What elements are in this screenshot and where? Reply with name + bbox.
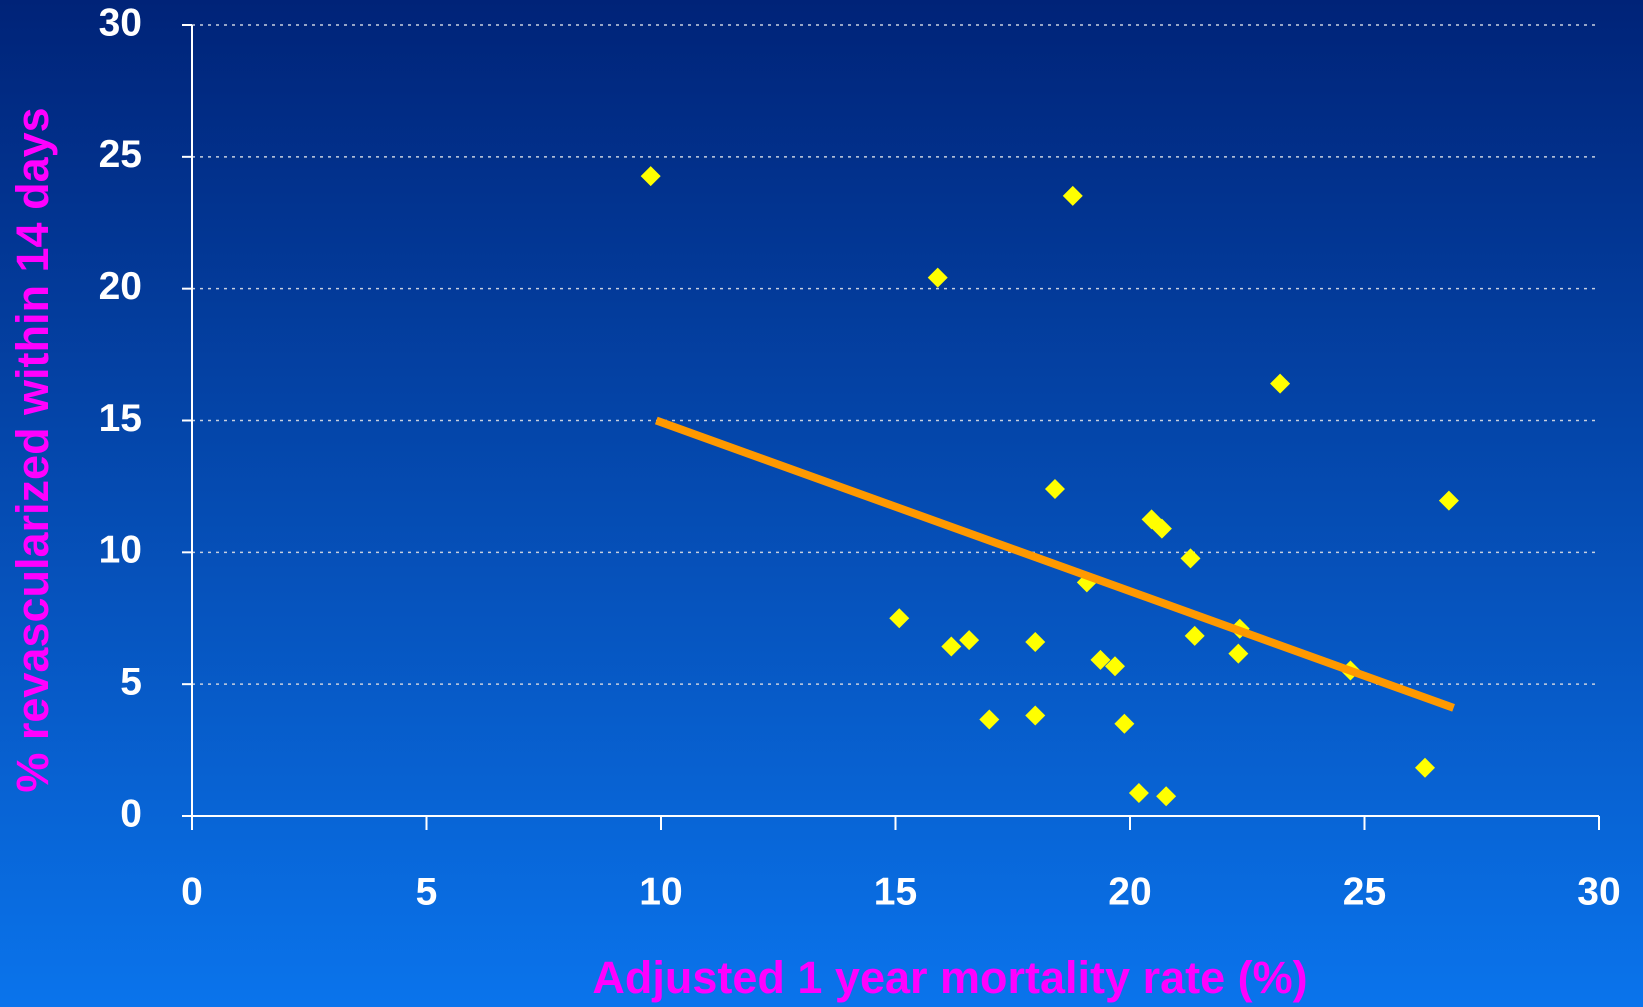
point [1104, 656, 1125, 677]
point [640, 166, 661, 187]
point [1114, 713, 1135, 734]
y-tick-label: 15 [99, 397, 142, 440]
point [959, 630, 980, 651]
point [1025, 631, 1046, 652]
point [1228, 643, 1249, 664]
point [979, 709, 1000, 730]
point [1184, 625, 1205, 646]
y-tick-label: 0 [120, 792, 142, 835]
point [1025, 705, 1046, 726]
x-tick-label: 15 [874, 870, 917, 913]
point [1438, 490, 1459, 511]
point [1128, 783, 1149, 804]
point [1270, 373, 1291, 394]
x-tick-label: 20 [1108, 870, 1151, 913]
point [941, 636, 962, 657]
x-axis-title: Adjusted 1 year mortality rate (%) [592, 952, 1307, 1003]
x-tick-label: 25 [1343, 870, 1386, 913]
trend-line [654, 416, 1455, 712]
y-tick-label: 5 [120, 660, 142, 703]
point [1090, 649, 1111, 670]
x-tick-label: 5 [416, 870, 438, 913]
point [1415, 757, 1436, 778]
y-tick-label: 20 [99, 265, 142, 308]
point [1044, 479, 1065, 500]
x-tick-label: 10 [639, 870, 682, 913]
point [1062, 185, 1083, 206]
point [1156, 786, 1177, 807]
y-tick-label: 30 [99, 1, 142, 44]
x-tick-label: 0 [181, 870, 203, 913]
point [1180, 548, 1201, 569]
y-tick-label: 25 [99, 133, 142, 176]
point [889, 608, 910, 629]
x-tick-label: 30 [1577, 870, 1620, 913]
y-axis-title: % revascularized within 14 days [7, 107, 58, 792]
point [1151, 518, 1172, 539]
y-tick-label: 10 [99, 529, 142, 572]
point [927, 267, 948, 288]
